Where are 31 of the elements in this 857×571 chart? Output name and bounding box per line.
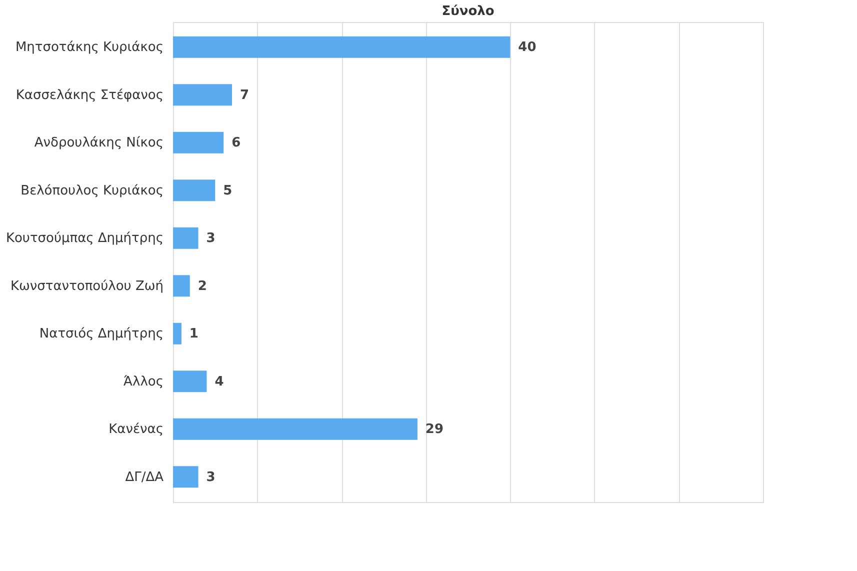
y-tick-label: Βελόπουλος Κυριάκος: [20, 183, 164, 198]
bar: [173, 180, 216, 202]
bar: [173, 370, 207, 392]
bar: [173, 132, 224, 154]
y-tick-label: Κουτσούμπας Δημήτρης: [6, 231, 164, 246]
data-label: 5: [223, 183, 232, 198]
data-label: 40: [518, 40, 536, 56]
y-tick-label: Κασσελάκης Στέφανος: [16, 88, 164, 103]
y-tick-label: Μητσοτάκης Κυριάκος: [15, 40, 164, 56]
y-tick-label: Ανδρουλάκης Νίκος: [34, 136, 164, 151]
y-tick-label: ΔΓ/ΔΑ: [125, 470, 164, 485]
data-label: 4: [214, 374, 224, 390]
data-label: 3: [206, 231, 216, 246]
bar: [173, 84, 232, 106]
y-tick-label: Νατσιός Δημήτρης: [39, 326, 164, 342]
data-label: 3: [206, 470, 216, 485]
bar: [173, 275, 190, 297]
bar: [173, 418, 418, 440]
data-label: 6: [232, 136, 241, 151]
data-label: 7: [240, 88, 250, 103]
data-label: 29: [425, 422, 444, 438]
bar: [173, 36, 510, 58]
y-tick-label: Άλλος: [124, 374, 164, 390]
data-label: 1: [189, 326, 198, 342]
y-tick-label: Κανένας: [108, 422, 164, 438]
bar: [173, 227, 198, 249]
chart-title: Σύνολο: [442, 4, 494, 19]
y-tick-label: Κωνσταντοπούλου Ζωή: [10, 278, 164, 294]
bar: [173, 466, 198, 488]
bar: [173, 322, 182, 344]
data-label: 2: [198, 278, 207, 294]
